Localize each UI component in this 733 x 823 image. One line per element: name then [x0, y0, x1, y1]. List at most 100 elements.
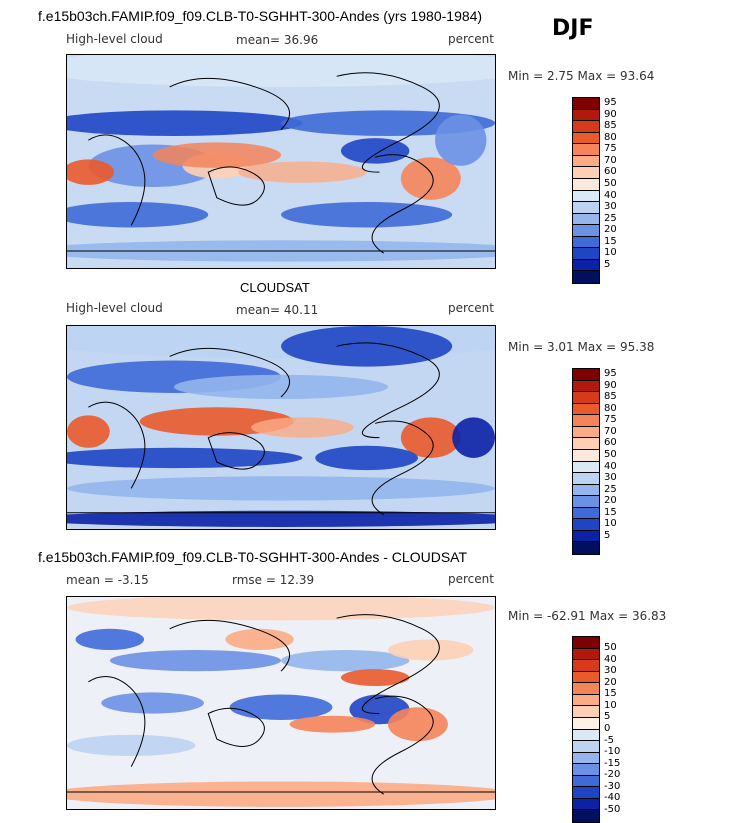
panel-left-label: High-level cloud: [66, 32, 163, 46]
colorbar-tick-label: 70: [604, 154, 617, 166]
colorbar-tick-label: 60: [604, 437, 617, 449]
contour-region: [67, 510, 495, 527]
coastline: [88, 676, 146, 767]
contour-region: [340, 669, 410, 687]
colorbar-swatch: [573, 660, 599, 672]
colorbar-swatch: [573, 144, 599, 156]
contour-region: [67, 597, 495, 621]
min-max-label: Min = 2.75 Max = 93.64: [508, 69, 655, 83]
colorbar: [572, 97, 600, 284]
contour-region: [225, 628, 294, 650]
colorbar-swatch: [573, 190, 599, 203]
colorbar-tick-label: 20: [604, 224, 617, 236]
panel-title: CLOUDSAT: [240, 280, 310, 295]
colorbar-swatch: [573, 542, 599, 554]
colorbar-swatch: [573, 717, 599, 730]
map-canvas: [67, 326, 495, 529]
colorbar-tick-label: -50: [604, 803, 621, 815]
colorbar-swatch: [573, 637, 599, 649]
colorbar-tick-label: -30: [604, 780, 621, 792]
figure-title: f.e15b03ch.FAMIP.f09_f09.CLB-T0-SGHHT-30…: [38, 8, 483, 24]
map-canvas: [67, 597, 495, 809]
contour-region: [238, 161, 367, 183]
panel-rmse-label: rmse = 12.39: [232, 573, 315, 587]
min-max-label: Min = -62.91 Max = 36.83: [508, 609, 667, 623]
contour-region: [67, 734, 196, 756]
colorbar-swatch: [573, 248, 599, 260]
colorbar-swatch: [573, 775, 599, 788]
contour-region: [67, 55, 495, 87]
coastline: [207, 166, 265, 206]
colorbar-tick-label: 75: [604, 414, 617, 426]
contour-region: [174, 374, 388, 400]
contour-region: [388, 639, 474, 661]
contour-region: [67, 447, 303, 469]
colorbar-swatch: [573, 271, 599, 283]
colorbar-swatch: [573, 392, 599, 404]
panel-left-label: High-level cloud: [66, 301, 163, 315]
coastline: [371, 154, 434, 254]
colorbar-swatch: [573, 683, 599, 695]
colorbar-swatch: [573, 98, 599, 110]
colorbar-tick-label: -15: [604, 757, 621, 769]
panel-units-label: percent: [448, 301, 494, 315]
contour-region: [388, 707, 448, 742]
colorbar-swatch: [573, 403, 599, 416]
contour-region: [67, 781, 495, 807]
colorbar-tick-label: -40: [604, 792, 621, 804]
coastline: [336, 614, 440, 715]
colorbar-swatch: [573, 706, 599, 718]
colorbar-tick-label: -20: [604, 769, 621, 781]
colorbar-tick-label: 40: [604, 189, 617, 201]
colorbar-tick-label: -5: [604, 734, 614, 746]
colorbar-swatch: [573, 764, 599, 776]
colorbar-tick-label: 10: [604, 247, 617, 259]
colorbar-tick-label: 85: [604, 391, 617, 403]
colorbar: [572, 368, 600, 555]
colorbar-swatch: [573, 648, 599, 661]
coastline: [336, 342, 440, 439]
colorbar-tick-label: 40: [604, 653, 617, 665]
colorbar-tick-label: 15: [604, 235, 617, 247]
contour-region: [289, 715, 376, 733]
colorbar-swatch: [573, 741, 599, 753]
colorbar-swatch: [573, 167, 599, 179]
contour-region: [67, 110, 303, 136]
colorbar-swatch: [573, 507, 599, 520]
colorbar-tick-label: 80: [604, 402, 617, 414]
colorbar-swatch: [573, 225, 599, 237]
contour-region: [435, 114, 487, 166]
colorbar-tick-label: 90: [604, 108, 617, 120]
colorbar-swatch: [573, 729, 599, 742]
colorbar-swatch: [573, 798, 599, 811]
colorbar-labels: 50 40 30 20 15 10 5 0 -5 -10 -15 -20 -30 -40 -50: [604, 642, 620, 815]
colorbar-swatch: [573, 415, 599, 427]
colorbar-tick-label: 15: [604, 688, 617, 700]
contour-region: [101, 692, 204, 714]
colorbar-tick-label: 10: [604, 518, 617, 530]
colorbar-tick-label: 30: [604, 201, 617, 213]
colorbar-tick-label: 95: [604, 97, 617, 108]
colorbar-swatch: [573, 426, 599, 439]
coastline: [169, 347, 291, 398]
colorbar-tick-label: 20: [604, 676, 617, 688]
colorbar-swatch: [573, 810, 599, 822]
colorbar-swatch: [573, 121, 599, 133]
colorbar-swatch: [573, 109, 599, 122]
colorbar-tick-label: 5: [604, 258, 611, 270]
contour-region: [109, 650, 282, 672]
colorbar-tick-label: 90: [604, 379, 617, 391]
colorbar-tick-label: 50: [604, 448, 617, 460]
panel-mean-label: mean= 36.96: [236, 33, 319, 47]
colorbar-tick-label: 75: [604, 143, 617, 155]
colorbar-tick-label: 30: [604, 472, 617, 484]
colorbar-tick-label: 85: [604, 120, 617, 132]
panel-mean-label: mean= 40.11: [236, 303, 319, 317]
coastline: [371, 420, 434, 516]
colorbar-tick-label: 95: [604, 368, 617, 379]
contour-region: [152, 142, 281, 168]
contour-region: [281, 650, 410, 672]
contour-region: [67, 159, 115, 185]
colorbar-tick-label: 15: [604, 506, 617, 518]
contour-map: [66, 325, 496, 530]
